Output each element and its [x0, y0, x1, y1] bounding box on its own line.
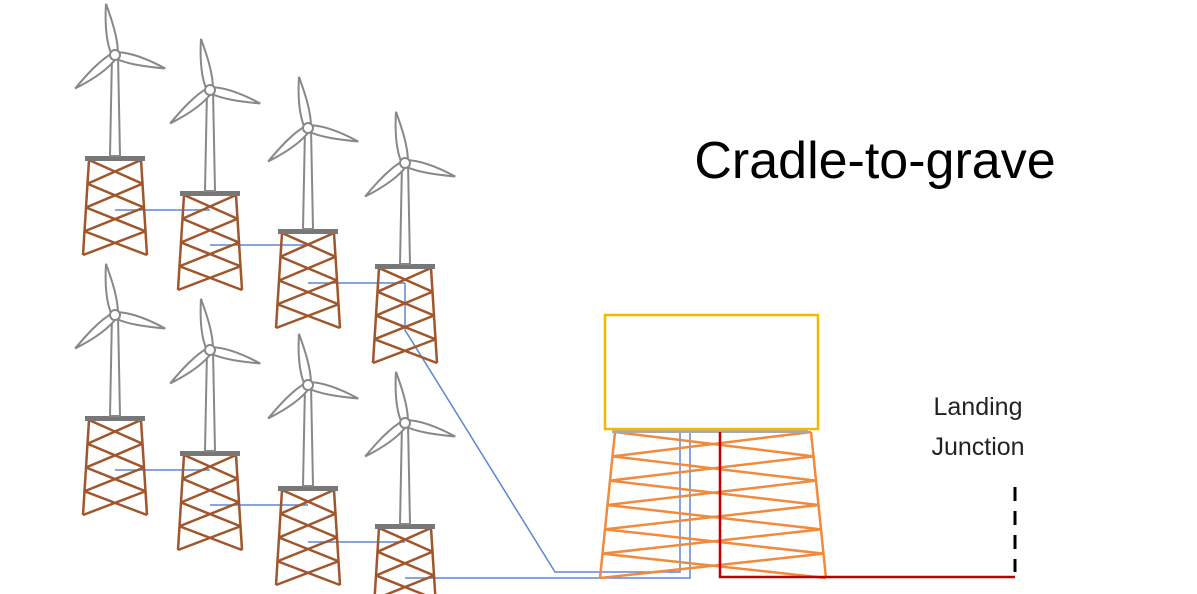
- jacket: [177, 525, 241, 552]
- hub: [399, 417, 411, 429]
- substation: [603, 313, 820, 431]
- jacket: [180, 477, 238, 504]
- tower: [108, 314, 122, 417]
- jacket: [275, 303, 339, 330]
- platform: [375, 524, 435, 529]
- platform: [85, 156, 145, 161]
- platform: [180, 191, 240, 196]
- jacket: [429, 527, 437, 594]
- blade: [199, 38, 214, 92]
- blade: [113, 311, 166, 330]
- blade: [104, 3, 119, 57]
- blade: [394, 371, 409, 425]
- jacket: [86, 418, 142, 445]
- tower: [108, 54, 122, 157]
- layout: [74, 3, 1017, 594]
- jacket: [82, 490, 146, 517]
- blade: [267, 381, 312, 420]
- jacket: [177, 265, 241, 292]
- substation-jacket: [602, 528, 822, 555]
- substation-jacket: [609, 455, 814, 482]
- cable: [404, 283, 681, 573]
- tower: [301, 384, 315, 487]
- blade: [403, 419, 456, 438]
- substation-jacket: [612, 430, 812, 458]
- hub: [109, 309, 121, 321]
- blade: [297, 76, 312, 130]
- jacket: [375, 290, 433, 317]
- substation-jacket: [604, 503, 819, 531]
- blade: [403, 159, 456, 178]
- jacket: [277, 536, 338, 563]
- jacket: [376, 526, 432, 553]
- jacket: [279, 488, 335, 515]
- jacket: [374, 314, 435, 341]
- blade: [113, 51, 166, 70]
- jacket: [84, 206, 145, 233]
- jacket: [375, 550, 433, 577]
- hub: [302, 122, 314, 134]
- jacket: [82, 230, 146, 257]
- jacket: [275, 560, 339, 587]
- tower: [398, 162, 412, 265]
- platform: [278, 229, 338, 234]
- platform: [375, 264, 435, 269]
- blade: [364, 419, 409, 458]
- blade: [74, 51, 119, 90]
- blade: [267, 124, 312, 163]
- export-cable: [718, 432, 1015, 579]
- tower: [398, 422, 412, 525]
- platform: [85, 416, 145, 421]
- hub: [204, 84, 216, 96]
- blade: [74, 311, 119, 350]
- jacket: [179, 501, 240, 528]
- landing-label-line: Landing: [934, 393, 1023, 421]
- jacket: [84, 466, 145, 493]
- jacket: [86, 158, 142, 185]
- hub: [204, 344, 216, 356]
- blade: [169, 86, 214, 125]
- jacket: [279, 231, 335, 258]
- substation-deck: [612, 428, 808, 433]
- jacket: [85, 182, 143, 209]
- jacket: [181, 453, 237, 480]
- jacket: [277, 279, 338, 306]
- jacket: [278, 512, 336, 539]
- blade: [364, 159, 409, 198]
- tower: [203, 89, 217, 192]
- blade: [297, 333, 312, 387]
- blade: [208, 86, 261, 105]
- substation-jacket: [599, 552, 824, 580]
- hub: [109, 49, 121, 61]
- jacket: [373, 527, 381, 594]
- title: Cradle-to-grave: [694, 132, 1055, 190]
- landing-label-line: Junction: [931, 433, 1024, 461]
- jacket: [384, 574, 435, 594]
- jacket: [179, 241, 240, 268]
- jacket: [180, 217, 238, 244]
- substation-jacket: [607, 479, 817, 507]
- blade: [104, 263, 119, 317]
- platform: [180, 451, 240, 456]
- jacket: [85, 442, 143, 469]
- jacket: [372, 338, 436, 365]
- hub: [302, 379, 314, 391]
- blade: [306, 124, 359, 143]
- blade: [394, 111, 409, 165]
- blade: [208, 346, 261, 365]
- blade: [169, 346, 214, 385]
- blade: [199, 298, 214, 352]
- hub: [399, 157, 411, 169]
- jacket: [376, 266, 432, 293]
- platform: [278, 486, 338, 491]
- jacket: [181, 193, 237, 220]
- blade: [306, 381, 359, 400]
- tower: [203, 349, 217, 452]
- cable: [405, 432, 691, 579]
- tower: [301, 127, 315, 230]
- jacket: [278, 255, 336, 282]
